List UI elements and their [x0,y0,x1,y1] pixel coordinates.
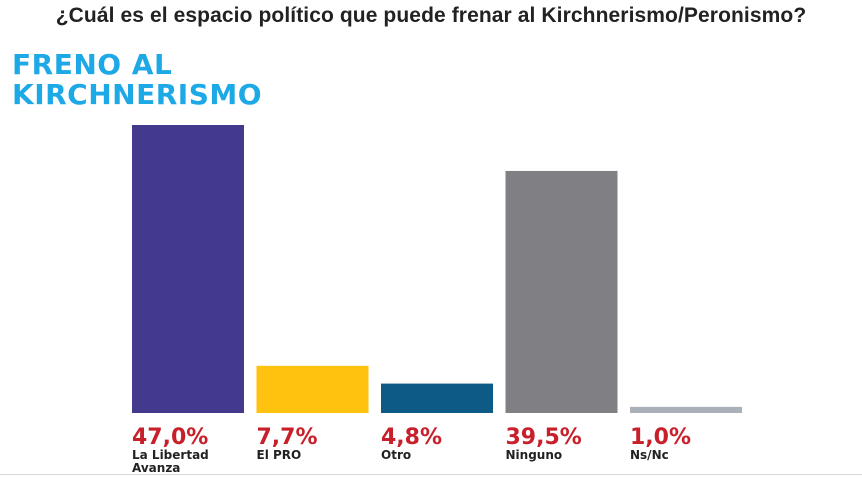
bar-2 [381,383,493,413]
category-label-1-line-0: El PRO [257,448,302,462]
bar-value-label-4: 1,0% [630,425,691,450]
bar-1 [256,365,369,413]
chart-title-line-1: FRENO AL [12,48,173,81]
bar-value-label-0: 47,0% [132,425,208,450]
chart-title-line-2: KIRCHNERISMO [12,78,263,111]
bar-value-label-1: 7,7% [257,425,318,450]
category-label-0-line-0: La Libertad [132,448,209,462]
category-label-3-line-0: Ninguno [506,448,563,462]
bar-3 [505,170,618,413]
category-label-2-line-0: Otro [381,448,411,462]
category-label-0-line-1: Avanza [132,461,180,475]
bar-4 [630,406,742,413]
bar-value-label-3: 39,5% [506,425,582,450]
bar-0 [132,125,244,413]
bar-value-label-2: 4,8% [381,425,442,450]
bottom-divider [0,474,862,475]
category-label-4-line-0: Ns/Nc [630,448,669,462]
chart-question: ¿Cuál es el espacio político que puede f… [55,4,807,27]
